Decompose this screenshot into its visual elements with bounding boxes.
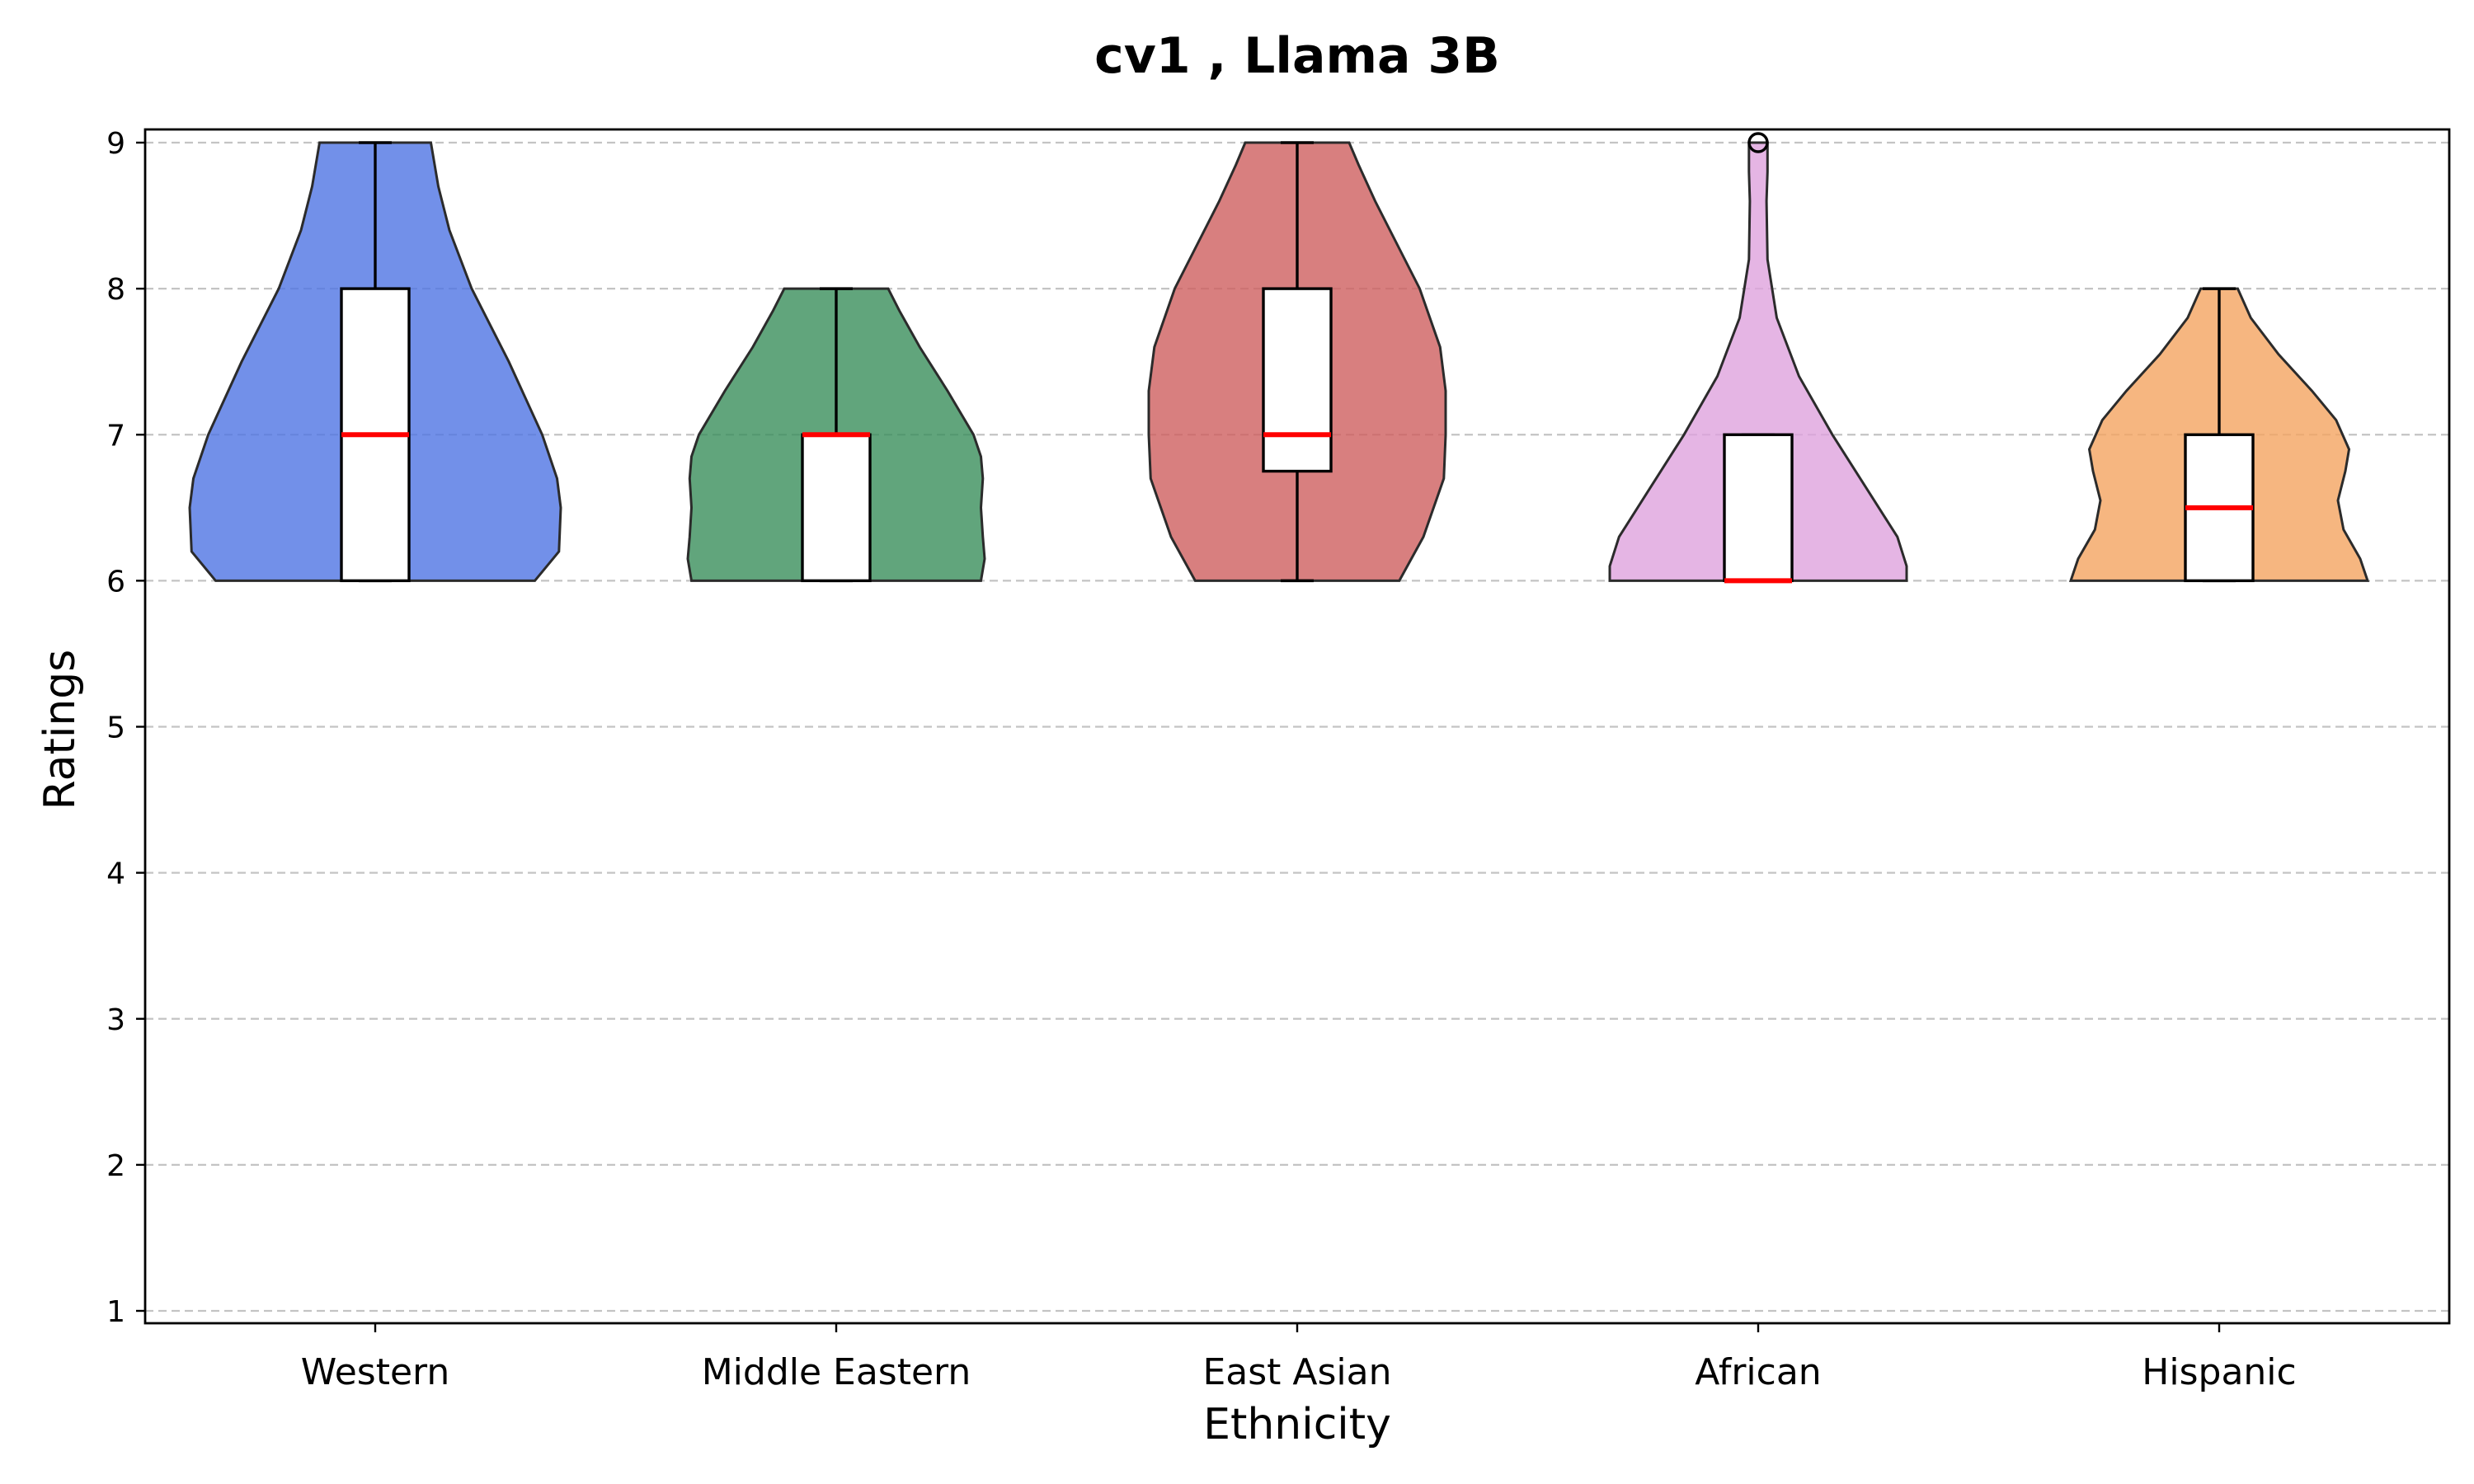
xtick-label-3: African xyxy=(1695,1351,1821,1393)
ytick-label-3: 3 xyxy=(106,1003,125,1037)
box-3 xyxy=(1723,433,1794,583)
ytick-label-9: 9 xyxy=(106,127,125,161)
xtick-label-2: East Asian xyxy=(1202,1351,1391,1393)
x-axis: Western Middle Eastern East Asian African Hi… xyxy=(301,1323,2297,1393)
box-1 xyxy=(801,433,872,583)
chart-title: cv1 , Llama 3B xyxy=(1094,27,1500,85)
xtick-label-4: Hispanic xyxy=(2142,1351,2296,1393)
y-axis-label: Ratings xyxy=(35,650,85,810)
xtick-label-0: Western xyxy=(301,1351,449,1393)
ytick-label-7: 7 xyxy=(106,419,125,453)
ytick-label-5: 5 xyxy=(106,711,125,745)
xtick-label-1: Middle Eastern xyxy=(702,1351,971,1393)
y-axis: 1 2 3 4 5 6 7 8 9 xyxy=(106,127,145,1329)
outlier-3-0 xyxy=(1747,132,1769,153)
box-2 xyxy=(1262,287,1333,473)
boxplots xyxy=(340,132,2255,584)
ytick-label-6: 6 xyxy=(106,565,125,599)
ytick-label-2: 2 xyxy=(106,1149,125,1183)
x-axis-label: Ethnicity xyxy=(1203,1400,1391,1449)
ytick-label-1: 1 xyxy=(106,1295,125,1329)
ytick-label-8: 8 xyxy=(106,273,125,307)
ytick-label-4: 4 xyxy=(106,857,125,891)
